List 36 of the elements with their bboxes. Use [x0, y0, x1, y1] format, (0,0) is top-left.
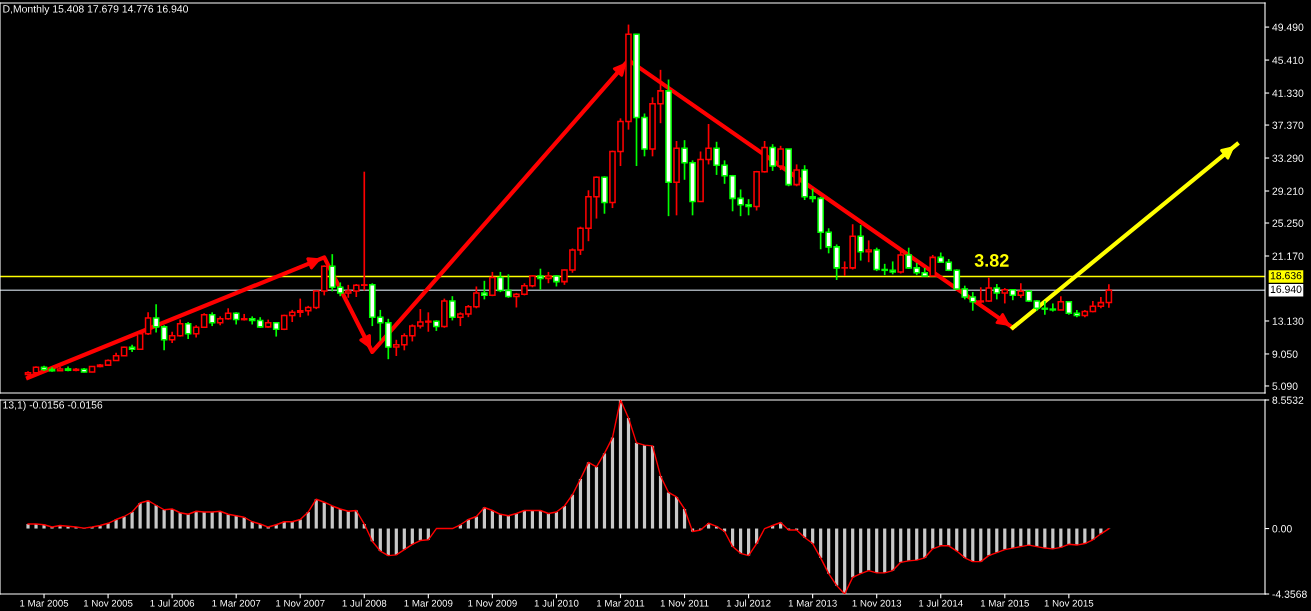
x-tick-label: 1 Nov 2011: [660, 599, 709, 607]
y-tick-label: 13.130: [1272, 317, 1304, 325]
x-tick-label: 1 Mar 2013: [788, 599, 837, 607]
x-tick-label: 1 Mar 2007: [212, 599, 261, 607]
x-tick-label: 1 Mar 2009: [404, 599, 453, 607]
x-tick-label: 1 Mar 2011: [597, 599, 645, 607]
y-tick-label: 5.090: [1272, 382, 1298, 390]
ref-line-label: 16.940: [1270, 285, 1302, 293]
y-tick-label: 0.00: [1272, 525, 1292, 533]
y-tick-label: 41.330: [1272, 89, 1304, 97]
x-tick-label: 1 Mar 2005: [20, 599, 69, 607]
x-tick-label: 1 Mar 2015: [980, 599, 1029, 607]
x-tick-label: 1 Jul 2006: [150, 599, 195, 607]
y-tick-label: -4.3568: [1272, 590, 1307, 598]
x-tick-label: 1 Jul 2014: [919, 599, 963, 607]
x-tick-label: 1 Nov 2007: [276, 599, 325, 607]
x-tick-label: 1 Nov 2005: [83, 599, 133, 607]
y-tick-label: 25.250: [1272, 219, 1304, 227]
x-tick-label: 1 Jul 2012: [726, 599, 771, 607]
ref-line-label: 18.636: [1270, 271, 1302, 280]
y-tick-label: 21.170: [1272, 252, 1304, 260]
x-tick-label: 1 Nov 2015: [1044, 599, 1094, 607]
x-tick-label: 1 Jul 2010: [534, 599, 579, 607]
y-tick-label: 45.410: [1272, 56, 1304, 64]
chart-title: 13,1) -0.0156 -0.0156: [3, 400, 103, 411]
y-tick-label: 29.210: [1272, 187, 1304, 195]
y-tick-label: 49.490: [1272, 23, 1304, 31]
annotation: 3.82: [974, 254, 1009, 267]
y-tick-label: 37.370: [1272, 121, 1304, 129]
y-tick-label: 9.050: [1272, 350, 1298, 358]
y-tick-label: 33.290: [1272, 154, 1304, 162]
x-tick-label: 1 Jul 2008: [342, 599, 387, 607]
x-tick-label: 1 Nov 2013: [852, 599, 902, 607]
chart-title: D,Monthly 15.408 17.679 14.776 16.940: [3, 4, 189, 15]
x-tick-label: 1 Nov 2009: [468, 599, 517, 607]
y-tick-label: 8.5532: [1272, 396, 1304, 404]
